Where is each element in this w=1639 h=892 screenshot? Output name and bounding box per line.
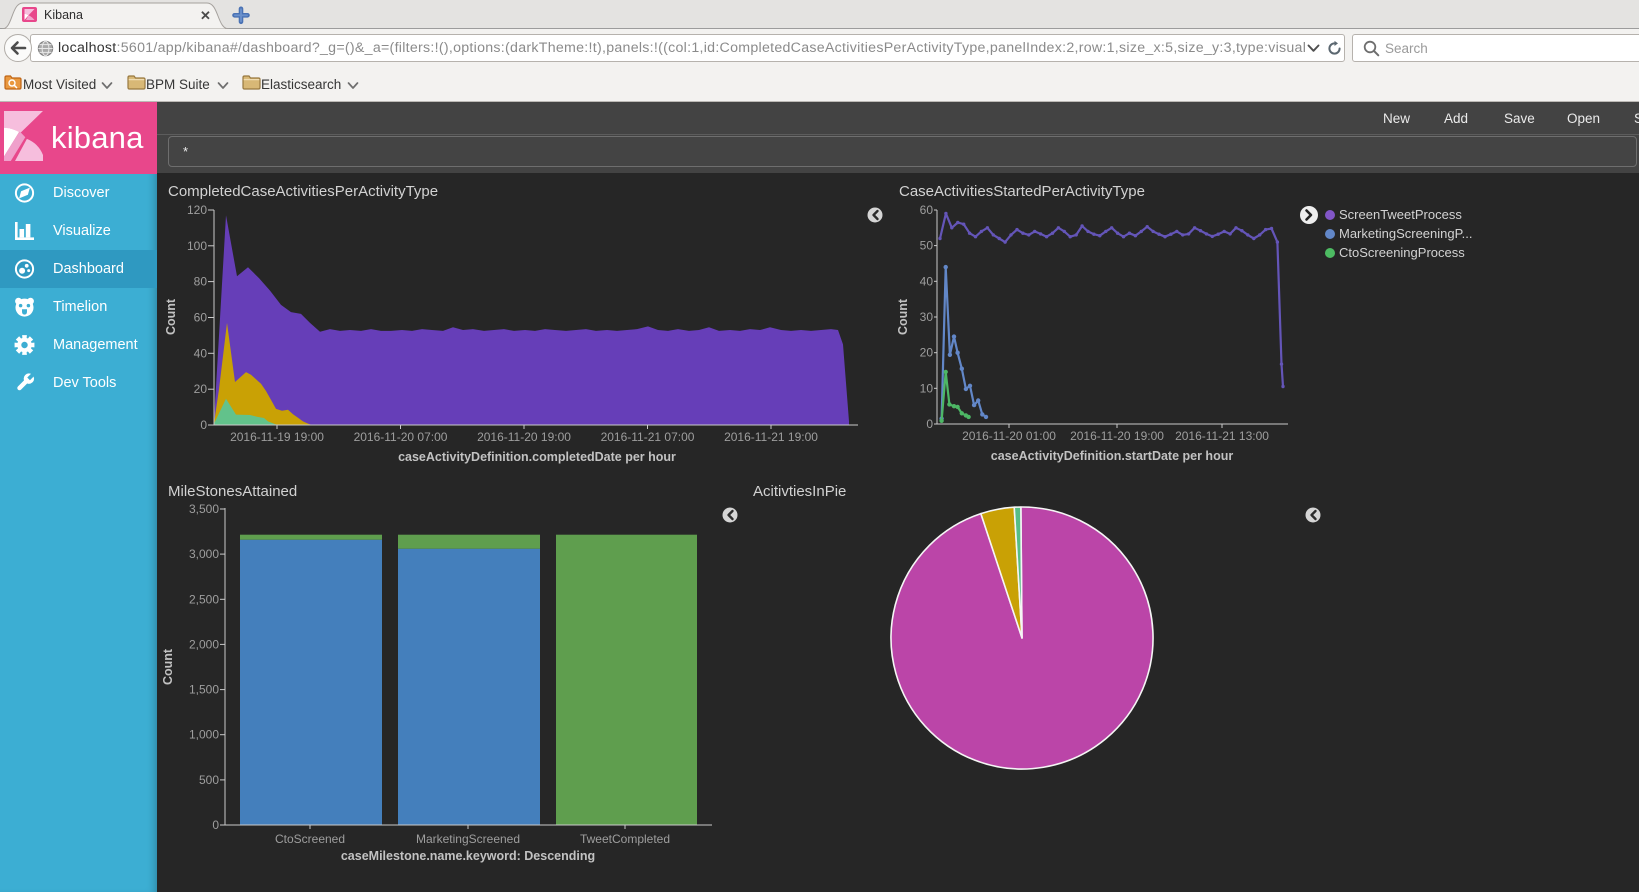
svg-text:CompletedCaseActivitiesPerActi: CompletedCaseActivitiesPerActivityType (168, 183, 438, 200)
svg-text:1,000: 1,000 (189, 728, 219, 742)
svg-text:ScreenTweetProcess: ScreenTweetProcess (1339, 207, 1462, 222)
svg-text:MarketingScreened: MarketingScreened (416, 832, 520, 846)
svg-text:2016-11-20 19:00: 2016-11-20 19:00 (477, 430, 571, 444)
svg-text:20: 20 (920, 346, 934, 360)
svg-text:caseActivityDefinition.complet: caseActivityDefinition.completedDate per… (398, 450, 676, 464)
svg-text:MileStonesAttained: MileStonesAttained (168, 483, 297, 500)
svg-text:TweetCompleted: TweetCompleted (580, 832, 670, 846)
svg-text:120: 120 (187, 203, 207, 217)
svg-text:2016-11-21 13:00: 2016-11-21 13:00 (1175, 429, 1269, 443)
svg-text:3,000: 3,000 (189, 547, 219, 561)
svg-text:80: 80 (194, 275, 208, 289)
svg-text:2016-11-21 19:00: 2016-11-21 19:00 (724, 430, 818, 444)
svg-text:100: 100 (187, 239, 207, 253)
svg-text:CaseActivitiesStartedPerActivi: CaseActivitiesStartedPerActivityType (899, 183, 1145, 200)
svg-text:2016-11-21 07:00: 2016-11-21 07:00 (601, 430, 695, 444)
svg-text:caseActivityDefinition.startDa: caseActivityDefinition.startDate per hou… (991, 449, 1234, 463)
svg-text:Count: Count (164, 298, 178, 335)
svg-text:500: 500 (199, 773, 219, 787)
svg-text:2,000: 2,000 (189, 637, 219, 651)
svg-text:2016-11-19 19:00: 2016-11-19 19:00 (230, 430, 324, 444)
svg-text:CtoScreeningProcess: CtoScreeningProcess (1339, 245, 1465, 260)
svg-text:60: 60 (194, 311, 208, 325)
svg-text:2016-11-20 01:00: 2016-11-20 01:00 (962, 429, 1056, 443)
svg-text:Count: Count (161, 648, 175, 685)
svg-text:50: 50 (920, 239, 934, 253)
svg-text:40: 40 (920, 274, 934, 288)
svg-text:3,500: 3,500 (189, 502, 219, 516)
svg-text:CtoScreened: CtoScreened (275, 832, 345, 846)
svg-text:0: 0 (212, 818, 219, 832)
svg-text:20: 20 (194, 382, 208, 396)
svg-text:MarketingScreeningP...: MarketingScreeningP... (1339, 226, 1472, 241)
svg-text:AcitivtiesInPie: AcitivtiesInPie (753, 483, 846, 500)
svg-text:Count: Count (896, 298, 910, 335)
svg-text:30: 30 (920, 310, 934, 324)
svg-text:10: 10 (920, 381, 934, 395)
svg-text:1,500: 1,500 (189, 683, 219, 697)
svg-text:2016-11-20 07:00: 2016-11-20 07:00 (354, 430, 448, 444)
svg-text:0: 0 (926, 417, 933, 431)
svg-text:0: 0 (200, 418, 207, 432)
svg-text:40: 40 (194, 346, 208, 360)
svg-text:caseMilestone.name.keyword: De: caseMilestone.name.keyword: Descending (341, 849, 595, 863)
svg-text:2016-11-20 19:00: 2016-11-20 19:00 (1070, 429, 1164, 443)
svg-text:60: 60 (920, 203, 934, 217)
svg-text:2,500: 2,500 (189, 592, 219, 606)
